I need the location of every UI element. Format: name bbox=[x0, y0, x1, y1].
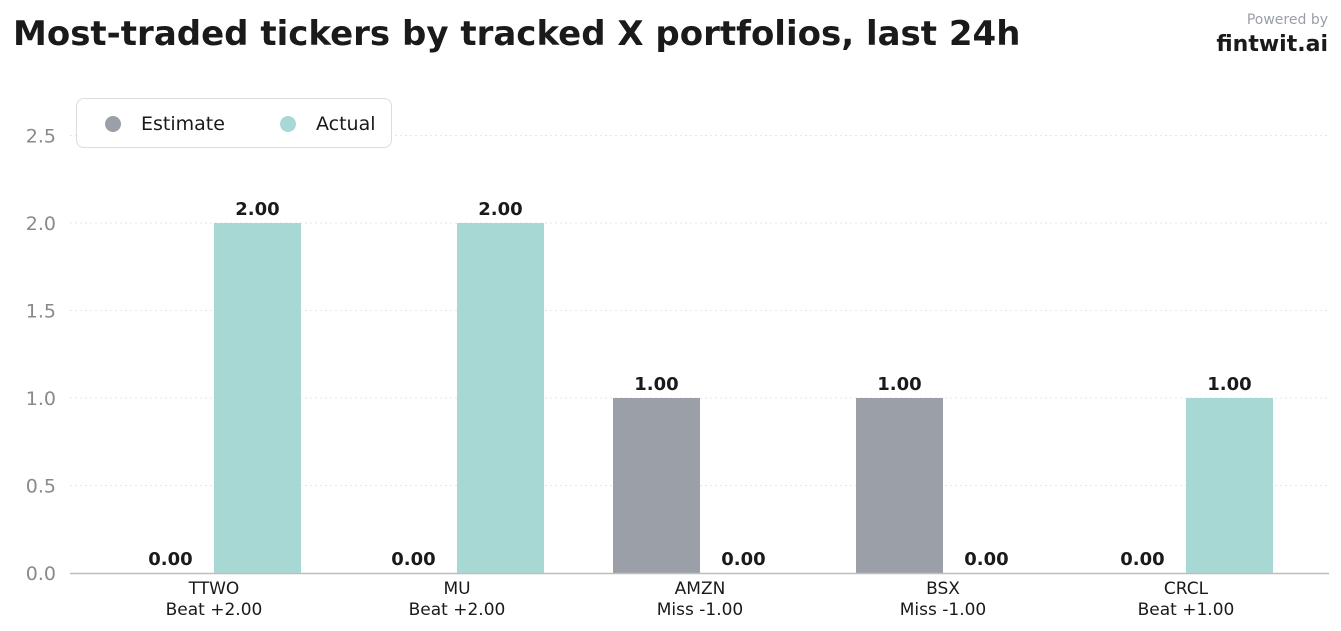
x-tick-label: TTWO bbox=[188, 579, 240, 599]
x-tick-label: CRCL bbox=[1164, 579, 1209, 599]
y-tick-label: 2.0 bbox=[26, 213, 56, 235]
legend-item-actual: Actual bbox=[280, 113, 376, 135]
data-label: 1.00 bbox=[634, 374, 678, 395]
x-tick-sublabel: Miss -1.00 bbox=[657, 600, 744, 620]
x-tick-label: MU bbox=[443, 579, 470, 599]
chart-title: Most-traded tickers by tracked X portfol… bbox=[13, 14, 1021, 54]
legend-item-estimate: Estimate bbox=[105, 113, 225, 135]
brand-name: fintwit.ai bbox=[1216, 32, 1328, 57]
legend-label-estimate: Estimate bbox=[141, 113, 225, 135]
data-label: 0.00 bbox=[721, 549, 765, 570]
x-tick-sublabel: Beat +1.00 bbox=[1138, 600, 1235, 620]
powered-by-text: Powered by bbox=[1246, 12, 1328, 28]
chart-legend: Estimate Actual bbox=[76, 98, 392, 148]
data-label: 0.00 bbox=[391, 549, 435, 570]
data-label: 2.00 bbox=[478, 199, 522, 220]
y-tick-label: 1.5 bbox=[26, 301, 56, 323]
bar-estimate-amzn bbox=[613, 398, 700, 573]
data-label: 1.00 bbox=[877, 374, 921, 395]
bar-estimate-bsx bbox=[856, 398, 943, 573]
legend-label-actual: Actual bbox=[316, 113, 376, 135]
data-label: 0.00 bbox=[964, 549, 1008, 570]
x-tick-label: AMZN bbox=[675, 579, 726, 599]
data-label: 0.00 bbox=[148, 549, 192, 570]
y-tick-label: 0.5 bbox=[26, 476, 56, 498]
brand-block: Powered by fintwit.ai bbox=[1216, 10, 1328, 60]
y-tick-label: 2.5 bbox=[26, 126, 56, 148]
y-tick-label: 1.0 bbox=[26, 388, 56, 410]
bar-actual-mu bbox=[457, 223, 544, 573]
x-tick-sublabel: Miss -1.00 bbox=[900, 600, 987, 620]
x-tick-sublabel: Beat +2.00 bbox=[166, 600, 263, 620]
legend-swatch-estimate bbox=[105, 116, 121, 132]
legend-swatch-actual bbox=[280, 116, 296, 132]
bar-actual-ttwo bbox=[214, 223, 301, 573]
data-label: 2.00 bbox=[235, 199, 279, 220]
y-tick-label: 0.0 bbox=[26, 563, 56, 585]
data-label: 0.00 bbox=[1120, 549, 1164, 570]
data-label: 1.00 bbox=[1207, 374, 1251, 395]
x-tick-sublabel: Beat +2.00 bbox=[409, 600, 506, 620]
x-tick-label: BSX bbox=[926, 579, 960, 599]
bar-actual-crcl bbox=[1186, 398, 1273, 573]
